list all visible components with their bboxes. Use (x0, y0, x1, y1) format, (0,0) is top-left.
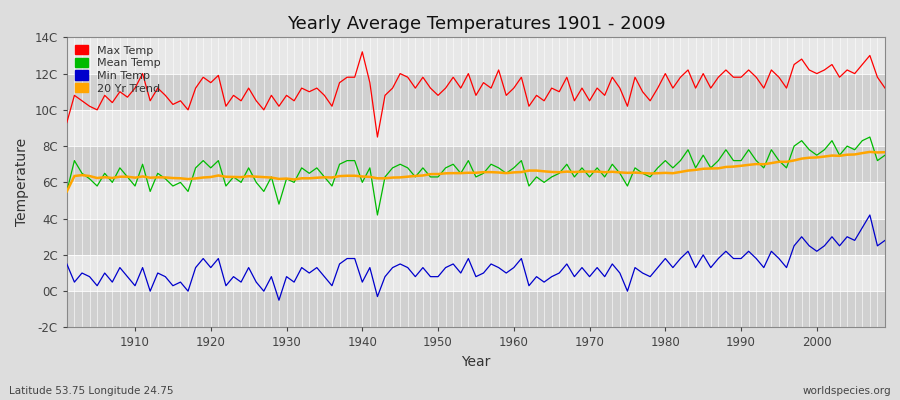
Bar (67, 219, 885, 255)
Text: Latitude 53.75 Longitude 24.75: Latitude 53.75 Longitude 24.75 (9, 386, 174, 396)
Text: worldspecies.org: worldspecies.org (803, 386, 891, 396)
Bar (67, 146, 885, 182)
Bar (67, 291, 885, 328)
Bar (67, 182, 885, 219)
X-axis label: Year: Year (461, 355, 491, 369)
Title: Yearly Average Temperatures 1901 - 2009: Yearly Average Temperatures 1901 - 2009 (286, 15, 665, 33)
Bar (67, 74, 885, 110)
Bar (67, 37, 885, 74)
Y-axis label: Temperature: Temperature (15, 138, 29, 226)
Bar (67, 110, 885, 146)
Bar (67, 255, 885, 291)
Legend: Max Temp, Mean Temp, Min Temp, 20 Yr Trend: Max Temp, Mean Temp, Min Temp, 20 Yr Tre… (70, 41, 165, 98)
